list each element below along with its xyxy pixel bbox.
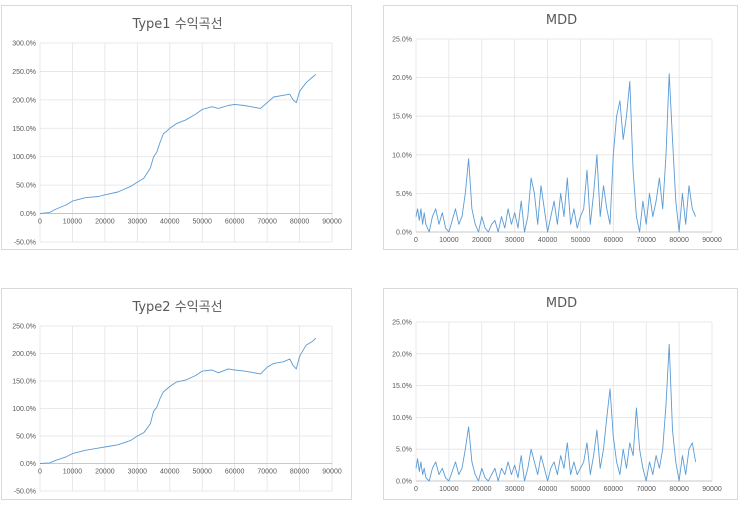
y-tick-label: 50.0% — [16, 183, 36, 190]
y-tick-label: 50.0% — [16, 434, 36, 441]
y-tick-label: 5.0% — [396, 447, 412, 454]
y-tick-label: 25.0% — [392, 37, 412, 44]
y-tick-label: 15.0% — [392, 114, 412, 121]
y-tick-label: 5.0% — [396, 191, 412, 198]
x-tick-label: 90000 — [322, 469, 342, 476]
y-tick-label: 15.0% — [392, 383, 412, 390]
series-line — [415, 73, 697, 233]
x-tick-label: 30000 — [128, 469, 148, 476]
y-tick-label: 100.0% — [12, 406, 36, 413]
y-tick-label: -50.0% — [14, 240, 36, 247]
x-tick-label: 80000 — [669, 486, 689, 493]
chart-type1-mdd: MDD 25.0% 20.0% 15.0% 10.0% 5.0% 0.0%0 10000 200… — [392, 13, 722, 244]
x-tick-label: 60000 — [604, 486, 624, 493]
x-tick-label: 40000 — [538, 237, 558, 244]
x-tick-label: 70000 — [257, 219, 277, 226]
chart-panel-type1-mdd: MDD 25.0% 20.0% 15.0% 10.0% 5.0% 0.0% 0 10000 200… — [383, 5, 738, 250]
y-tick-label: 300.0% — [12, 41, 36, 48]
x-tick-label: 70000 — [636, 486, 656, 493]
x-tick-label: 20000 — [472, 237, 492, 244]
x-tick-label: 50000 — [192, 469, 212, 476]
x-tick-label: 40000 — [160, 469, 180, 476]
x-tick-label: 0 — [38, 219, 42, 226]
chart-title: MDD — [546, 13, 577, 28]
chart-type2-equity: Type2 수익곡선 250.0% 200.0% 150.0% 100.0% 50.0% 0… — [12, 300, 342, 496]
x-tick-label: 0 — [38, 469, 42, 476]
x-tick-label: 10000 — [439, 237, 459, 244]
series-line — [39, 337, 317, 464]
y-tick-label: 150.0% — [12, 379, 36, 386]
chart-panel-type2-mdd: MDD 25.0% 20.0% 15.0% 10.0% 5.0% 0.0% 0 10000 200… — [383, 288, 738, 500]
x-tick-label: 10000 — [63, 469, 83, 476]
x-tick-label: 90000 — [702, 237, 722, 244]
x-tick-label: 90000 — [322, 219, 342, 226]
x-tick-label: 90000 — [702, 486, 722, 493]
x-tick-label: 0 — [414, 237, 418, 244]
chart-type2-mdd: MDD 25.0% 20.0% 15.0% 10.0% 5.0% 0.0%0 10000 200… — [392, 296, 722, 493]
y-tick-label: 100.0% — [12, 154, 36, 161]
x-tick-label: 80000 — [669, 237, 689, 244]
x-tick-label: 60000 — [604, 237, 624, 244]
y-tick-label: 250.0% — [12, 69, 36, 76]
y-tick-label: 200.0% — [12, 351, 36, 358]
y-tick-label: 0.0% — [20, 461, 36, 468]
y-tick-label: -50.0% — [14, 489, 36, 496]
chart-title: MDD — [546, 296, 577, 311]
x-tick-label: 40000 — [538, 486, 558, 493]
x-tick-label: 60000 — [225, 469, 245, 476]
x-tick-label: 30000 — [128, 219, 148, 226]
y-tick-label: 20.0% — [392, 351, 412, 358]
chart-panel-type2-equity: Type2 수익곡선 250.0% 200.0% 150.0% 100.0% 50.0% 0… — [1, 288, 352, 500]
x-tick-label: 70000 — [257, 469, 277, 476]
chart-title: Type2 수익곡선 — [131, 300, 222, 315]
y-tick-label: 10.0% — [392, 415, 412, 422]
y-tick-label: 0.0% — [396, 479, 412, 486]
x-tick-label: 0 — [414, 486, 418, 493]
series-line — [415, 343, 697, 482]
x-tick-label: 50000 — [571, 237, 591, 244]
y-tick-label: 0.0% — [396, 230, 412, 237]
y-tick-label: 10.0% — [392, 152, 412, 159]
series-line — [39, 73, 317, 215]
x-tick-label: 10000 — [439, 486, 459, 493]
x-tick-label: 70000 — [636, 237, 656, 244]
y-tick-label: 250.0% — [12, 324, 36, 331]
x-tick-label: 40000 — [160, 219, 180, 226]
x-tick-label: 50000 — [571, 486, 591, 493]
x-tick-label: 80000 — [290, 469, 310, 476]
x-tick-label: 50000 — [192, 219, 212, 226]
x-tick-label: 20000 — [95, 469, 115, 476]
x-tick-label: 30000 — [505, 237, 525, 244]
y-tick-label: 20.0% — [392, 75, 412, 82]
y-tick-label: 25.0% — [392, 320, 412, 327]
y-tick-label: 150.0% — [12, 126, 36, 133]
y-tick-label: 200.0% — [12, 97, 36, 104]
x-tick-label: 30000 — [505, 486, 525, 493]
chart-type1-equity: Type1 수익곡선 300.0% 250.0% 200.0% 150.0% 100.0%… — [12, 17, 342, 247]
chart-title: Type1 수익곡선 — [131, 17, 222, 32]
chart-panel-type1-equity: Type1 수익곡선 300.0% 250.0% 200.0% 150.0% 100.0%… — [1, 5, 352, 250]
y-tick-label: 0.0% — [20, 211, 36, 218]
x-tick-label: 80000 — [290, 219, 310, 226]
x-tick-label: 20000 — [472, 486, 492, 493]
x-tick-label: 20000 — [95, 219, 115, 226]
x-tick-label: 10000 — [63, 219, 83, 226]
x-tick-label: 60000 — [225, 219, 245, 226]
